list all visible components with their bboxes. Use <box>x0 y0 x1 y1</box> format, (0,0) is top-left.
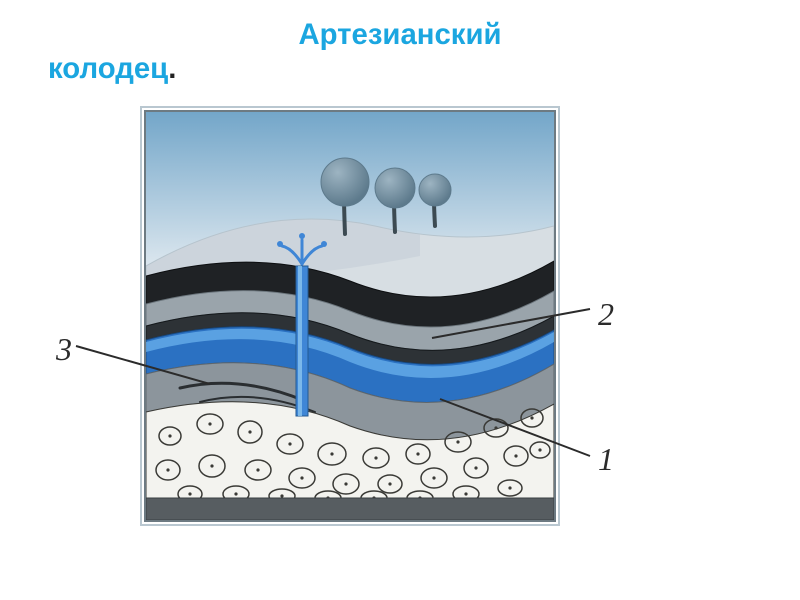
callout-line-2 <box>432 309 590 338</box>
title-line2: колодец. <box>0 52 800 86</box>
callout-label-3: 3 <box>56 331 72 368</box>
title-line2-text: колодец <box>48 52 168 85</box>
callout-overlay <box>0 86 800 586</box>
callout-line-3 <box>76 346 210 384</box>
diagram-area: 1 2 3 <box>0 86 800 586</box>
title-period: . <box>168 52 176 85</box>
title-line1: Артезианский <box>0 18 800 52</box>
callout-label-1: 1 <box>598 441 614 478</box>
callout-line-1 <box>440 399 590 456</box>
callout-label-2: 2 <box>598 296 614 333</box>
